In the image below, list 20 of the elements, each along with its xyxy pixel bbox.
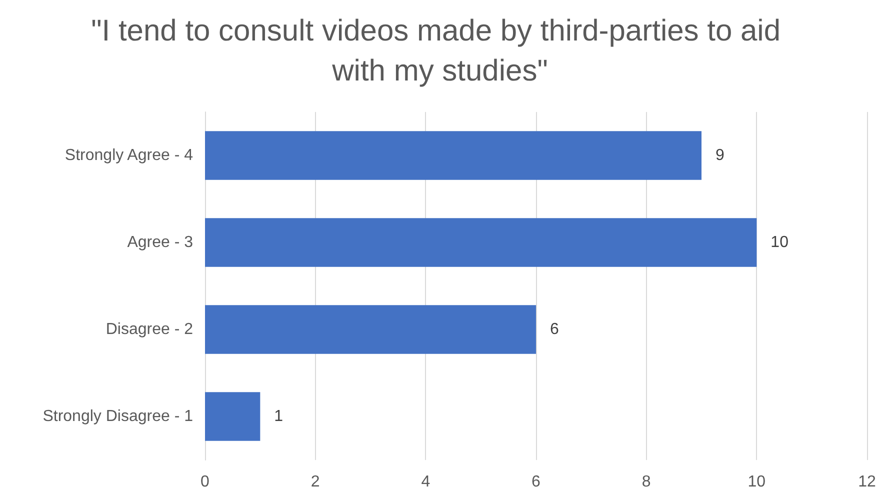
x-tick-label: 6 [532, 474, 541, 490]
data-label: 1 [274, 408, 284, 425]
data-label: 9 [716, 147, 724, 164]
x-tick-label: 10 [748, 474, 766, 490]
x-tick-label: 12 [858, 474, 876, 490]
bar [205, 392, 260, 441]
x-tick-label: 8 [642, 474, 651, 490]
chart-title: "I tend to consult videos made by third-parties to aid with my studies" [91, 14, 789, 88]
data-label: 6 [550, 321, 559, 338]
bar [205, 305, 536, 354]
y-tick-label: Strongly Disagree - 1 [42, 408, 194, 425]
bar [205, 218, 757, 267]
x-tick-label: 4 [421, 474, 430, 490]
x-tick-label: 2 [310, 474, 320, 490]
bar [205, 131, 702, 180]
y-tick-label: Disagree - 2 [106, 321, 194, 338]
y-tick-label: Strongly Agree - 4 [64, 147, 194, 164]
data-label: 10 [770, 234, 789, 251]
x-tick-label: 0 [200, 474, 210, 490]
y-tick-label: Agree - 3 [127, 234, 194, 251]
